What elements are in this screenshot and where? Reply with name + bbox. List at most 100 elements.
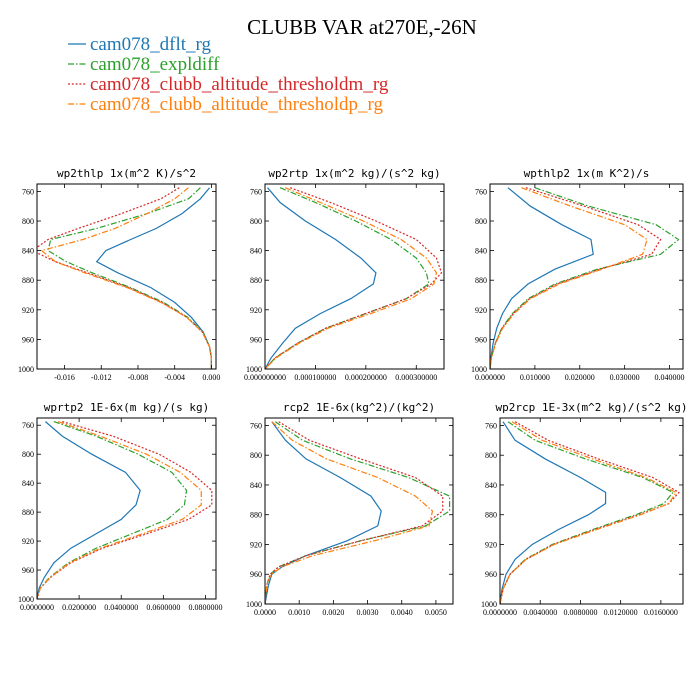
y-tick-label: 800 [22, 217, 34, 226]
x-tick-label: -0.004 [164, 373, 185, 382]
panel-title: wp2rcp 1E-3x(m^2 kg)/(s^2 kg) [495, 401, 687, 414]
series-line [265, 187, 430, 369]
y-tick-label: 760 [475, 187, 487, 196]
y-tick-label: 840 [22, 479, 34, 488]
x-tick-label: 0.0000000 [483, 608, 517, 617]
chart-panel: rcp2 1E-6x(kg^2)/(kg^2) 760 800 840 880 920 96… [246, 401, 454, 617]
x-tick-label: 0.0800000 [188, 603, 222, 612]
x-tick-label: 0.0040000 [523, 608, 557, 617]
x-tick-label: 0.0120000 [604, 608, 638, 617]
y-tick-label: 1000 [18, 365, 34, 374]
x-tick-label: 0.0040 [391, 608, 413, 617]
y-tick-label: 960 [250, 335, 262, 344]
series-line [490, 187, 594, 369]
y-tick-label: 880 [485, 511, 497, 520]
series-line [490, 187, 648, 369]
series-line [265, 187, 438, 369]
x-tick-label: 0.0000000 [20, 603, 54, 612]
series-line [40, 187, 213, 369]
series-line [37, 187, 213, 369]
x-tick-label: 0.0050 [425, 608, 447, 617]
y-tick-label: 880 [250, 276, 262, 285]
x-tick-label: -0.016 [54, 373, 75, 382]
panels: wp2thlp 1x(m^2 K)/s^2 760 800 840 880 920 960 1… [18, 167, 688, 617]
chart-panel: wp2thlp 1x(m^2 K)/s^2 760 800 840 880 920 960 1… [18, 167, 220, 382]
x-tick-label: 0.020000 [565, 373, 595, 382]
series-line [37, 421, 188, 599]
legend-label: cam078_expldiff [90, 54, 220, 75]
legend-label: cam078_clubb_altitude_thresholdm_rg [90, 74, 389, 95]
x-tick-label: 0.030000 [610, 373, 640, 382]
y-tick-label: 800 [22, 450, 34, 459]
y-tick-label: 960 [250, 570, 262, 579]
y-tick-label: 1000 [246, 365, 262, 374]
x-tick-label: 0.0200000 [62, 603, 96, 612]
series-line [265, 187, 377, 369]
y-tick-label: 760 [485, 421, 497, 430]
plot-frame [264, 417, 454, 605]
y-tick-label: 840 [485, 481, 497, 490]
y-tick-label: 760 [250, 421, 262, 430]
x-tick-label: 0.0010 [288, 608, 310, 617]
series-line [500, 421, 607, 604]
y-tick-label: 960 [475, 335, 487, 344]
series-line [37, 421, 141, 599]
y-tick-label: 800 [475, 217, 487, 226]
series-line [37, 421, 202, 599]
chart-panel: wpthlp2 1x(m K^2)/s 760 800 840 880 920 960 100… [471, 167, 685, 382]
figure-title: CLUBB VAR at270E,-26N [247, 15, 477, 39]
legend-label: cam078_dflt_rg [90, 34, 212, 55]
y-tick-label: 960 [22, 335, 34, 344]
series-line [490, 187, 680, 369]
legend-entry: cam078_dflt_rg [68, 34, 212, 55]
y-tick-label: 880 [22, 508, 34, 517]
panel-title: wp2rtp 1x(m^2 kg)/(s^2 kg) [268, 167, 440, 180]
x-tick-label: -0.008 [128, 373, 149, 382]
plot-frame [36, 183, 217, 370]
y-tick-label: 920 [475, 306, 487, 315]
chart-panel: wprtp2 1E-6x(m kg)/(s kg) 760 800 840 880 920… [18, 401, 222, 612]
y-tick-label: 1000 [471, 365, 487, 374]
legend-entry: cam078_expldiff [68, 54, 220, 75]
y-tick-label: 840 [250, 247, 262, 256]
series-line [500, 421, 680, 604]
plot-frame [499, 417, 684, 605]
x-tick-label: 0.0030 [357, 608, 379, 617]
chart-panel: wp2rtp 1x(m^2 kg)/(s^2 kg) 760 800 840 880 92… [244, 167, 445, 382]
x-tick-label: 0.0000 [254, 608, 276, 617]
x-tick-label: 0.000000000 [244, 373, 286, 382]
legend-entry: cam078_clubb_altitude_thresholdp_rg [68, 94, 384, 115]
series-line [37, 421, 213, 599]
series-line [490, 187, 662, 369]
y-tick-label: 840 [475, 247, 487, 256]
y-tick-label: 760 [22, 421, 34, 430]
y-tick-label: 1000 [18, 595, 34, 604]
legend-entry: cam078_clubb_altitude_thresholdm_rg [68, 74, 389, 95]
y-tick-label: 880 [475, 276, 487, 285]
series-line [265, 421, 444, 604]
x-tick-label: 0.0020 [322, 608, 344, 617]
series-line [95, 187, 213, 369]
chart-panel: wp2rcp 1E-3x(m^2 kg)/(s^2 kg) 760 800 840 88… [481, 401, 688, 617]
y-tick-label: 760 [22, 187, 34, 196]
y-tick-label: 800 [485, 451, 497, 460]
y-tick-label: 920 [22, 537, 34, 546]
plot-frame [489, 183, 684, 370]
y-tick-label: 960 [22, 566, 34, 575]
series-line [265, 421, 382, 604]
y-tick-label: 880 [22, 276, 34, 285]
panel-title: wprtp2 1E-6x(m kg)/(s kg) [44, 401, 210, 414]
plot-frame [264, 183, 445, 370]
x-tick-label: 0.000000 [475, 373, 505, 382]
y-tick-label: 800 [250, 217, 262, 226]
y-tick-label: 800 [250, 451, 262, 460]
x-tick-label: 0.0160000 [644, 608, 678, 617]
series-line [265, 421, 434, 604]
y-tick-label: 920 [485, 540, 497, 549]
y-tick-label: 840 [22, 247, 34, 256]
y-tick-label: 920 [22, 306, 34, 315]
x-tick-label: 0.000 [202, 373, 220, 382]
x-tick-label: 0.040000 [655, 373, 685, 382]
x-tick-label: 0.000100000 [294, 373, 336, 382]
legend-label: cam078_clubb_altitude_thresholdp_rg [90, 94, 384, 115]
